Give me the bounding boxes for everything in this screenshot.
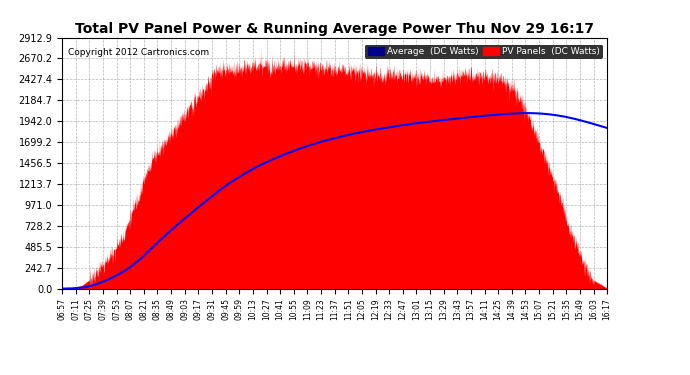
Text: Copyright 2012 Cartronics.com: Copyright 2012 Cartronics.com	[68, 48, 208, 57]
Legend: Average  (DC Watts), PV Panels  (DC Watts): Average (DC Watts), PV Panels (DC Watts)	[365, 45, 602, 59]
Title: Total PV Panel Power & Running Average Power Thu Nov 29 16:17: Total PV Panel Power & Running Average P…	[75, 22, 594, 36]
